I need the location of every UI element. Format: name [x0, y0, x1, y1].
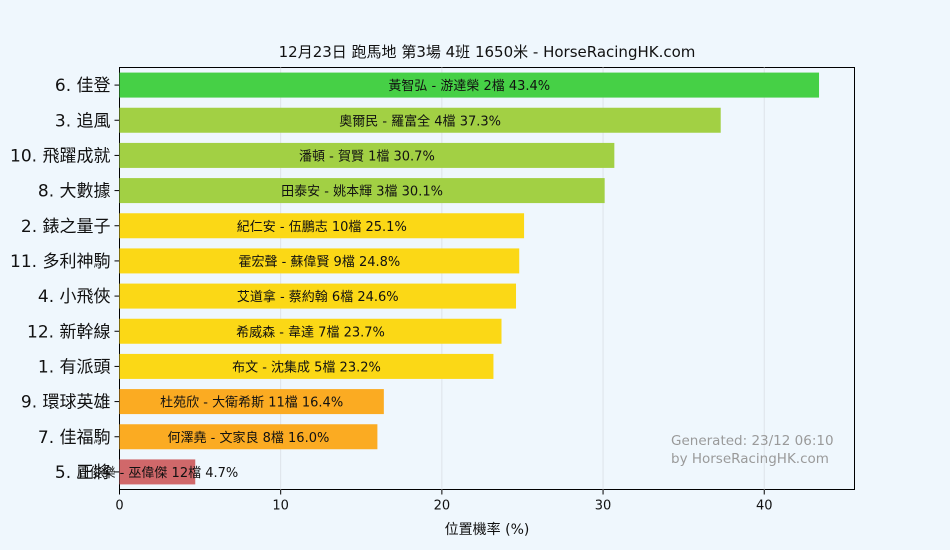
bar — [119, 248, 520, 274]
category-label: 1. 有派頭 — [38, 357, 111, 377]
bar-label: 田泰安 - 姚本輝 3檔 30.1% — [281, 185, 443, 200]
bar-label: 杜苑欣 - 大衛希斯 11檔 16.4% — [160, 396, 343, 411]
category-label: 10. 飛躍成就 — [10, 146, 110, 166]
x-tick-label: 20 — [434, 499, 451, 514]
watermark-generated: Generated: 23/12 06:10 — [671, 433, 834, 449]
bar-label: 何澤堯 - 文家良 8檔 16.0% — [168, 430, 330, 446]
bar — [119, 72, 820, 98]
watermark-site: by HorseRacingHK.com — [671, 451, 829, 467]
category-label: 11. 多利神駒 — [10, 252, 110, 272]
bar-label: 希威森 - 韋達 7檔 23.7% — [236, 325, 385, 340]
bar — [119, 353, 494, 379]
bar-label: 黃智弘 - 游達榮 2檔 43.4% — [388, 79, 550, 94]
x-axis-label: 位置機率 (%) — [445, 521, 530, 538]
bar-label: 周俊樂 - 巫偉傑 12檔 4.7% — [76, 465, 238, 481]
grid — [280, 67, 765, 490]
bar — [119, 142, 615, 168]
x-tick-label: 40 — [756, 499, 773, 514]
x-tick-label: 0 — [115, 499, 123, 514]
bar-label: 布文 - 沈集成 5檔 23.2% — [232, 359, 381, 375]
category-label: 5. 正將 — [55, 463, 111, 483]
bar — [119, 213, 525, 239]
category-labels: 6. 佳登 3. 追風 10. 飛躍成就 8. 大數據 2. 錶之量子 11. 多利神駒 4… — [10, 76, 120, 483]
bar — [119, 459, 196, 485]
category-label: 6. 佳登 — [55, 76, 111, 96]
bar — [119, 389, 384, 415]
watermark: Generated: 23/12 06:10 by HorseRacingHK.… — [671, 432, 834, 468]
bars: 黃智弘 - 游達榮 2檔 43.4% 奧爾民 - 羅富全 4檔 37.3% 潘頓 -… — [76, 72, 820, 485]
category-label: 7. 佳福駒 — [38, 428, 111, 448]
chart-title: 12月23日 跑馬地 第3場 4班 1650米 - HorseRacingHK.… — [279, 43, 696, 61]
category-label: 12. 新幹線 — [27, 321, 110, 342]
category-label: 8. 大數據 — [38, 182, 111, 202]
category-label: 2. 錶之量子 — [21, 217, 111, 237]
bar-label: 霍宏聲 - 蘇偉賢 9檔 24.8% — [238, 254, 400, 270]
bar-label: 艾道拿 - 蔡約翰 6檔 24.6% — [237, 289, 399, 305]
x-tick-label: 10 — [272, 499, 289, 514]
bar-label: 紀仁安 - 伍鵬志 10檔 25.1% — [237, 220, 407, 235]
x-axis: 0 10 20 30 40 — [115, 489, 773, 514]
category-label: 9. 環球英雄 — [21, 393, 111, 413]
bar-label: 潘頓 - 賀賢 1檔 30.7% — [299, 149, 435, 164]
bar — [119, 424, 378, 450]
category-label: 3. 追風 — [55, 111, 111, 131]
bar-label: 奧爾民 - 羅富全 4檔 37.3% — [339, 113, 501, 129]
bar — [119, 283, 517, 309]
bar — [119, 107, 721, 133]
plot-area — [119, 67, 855, 490]
bar — [119, 318, 502, 344]
x-tick-label: 30 — [595, 499, 612, 514]
category-label: 4. 小飛俠 — [38, 287, 111, 307]
bar — [119, 178, 605, 204]
